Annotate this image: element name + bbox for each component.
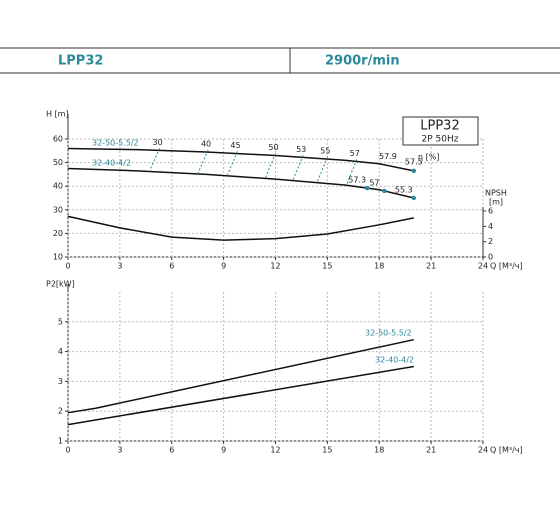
efficiency-value: 55.3 — [395, 186, 413, 195]
duty-point — [411, 195, 417, 201]
iso-efficiency — [316, 156, 328, 183]
efficiency-value: 57 — [350, 149, 360, 158]
curve — [67, 215, 414, 241]
y2-tick-label: 4 — [488, 222, 493, 231]
y-tick-label: 40 — [53, 182, 63, 191]
curve — [67, 365, 414, 426]
x-tick-label: 18 — [374, 446, 384, 455]
speed: 2900r/min — [325, 54, 400, 69]
iso-efficiency — [197, 149, 209, 175]
series-label: 32-40-4/2 — [92, 159, 131, 168]
efficiency-value: 53 — [296, 145, 306, 154]
curve — [67, 338, 414, 414]
duty-point — [382, 188, 387, 194]
y2-tick-label: 2 — [488, 237, 493, 246]
y-tick-label: 60 — [53, 135, 63, 144]
efficiency-value: 50 — [268, 143, 278, 152]
y-axis-label: H [m] — [46, 110, 69, 119]
iso-efficiency — [148, 148, 161, 172]
efficiency-value: 57.5 — [405, 157, 423, 166]
y2-axis-unit: [m] — [489, 198, 503, 207]
y-tick-label: 50 — [53, 158, 63, 167]
efficiency-label: η [%] — [418, 153, 439, 162]
x-tick-label: 0 — [65, 262, 70, 271]
curve — [67, 167, 415, 199]
box-subtitle: 2P 50Hz — [422, 135, 459, 145]
y-axis-label: P2[kW] — [46, 280, 75, 289]
x-tick-label: 9 — [221, 262, 226, 271]
x-tick-label: 21 — [426, 262, 436, 271]
y-tick-label: 10 — [53, 253, 63, 262]
x-tick-label: 0 — [65, 446, 70, 455]
iso-efficiency — [264, 153, 276, 179]
duty-point — [411, 168, 417, 174]
y2-tick-label: 6 — [488, 207, 493, 216]
iso-efficiency — [226, 151, 238, 177]
x-axis-label: Q [M³/ч] — [490, 446, 523, 455]
curve — [67, 147, 414, 172]
iso-efficiency — [345, 159, 358, 186]
x-tick-label: 15 — [322, 262, 332, 271]
y-tick-label: 20 — [53, 229, 63, 238]
x-tick-label: 9 — [221, 446, 226, 455]
x-tick-label: 24 — [478, 262, 488, 271]
x-tick-label: 21 — [426, 446, 436, 455]
model: LPP32 — [58, 54, 103, 69]
efficiency-value: 57.9 — [379, 152, 397, 161]
efficiency-value: 45 — [230, 141, 240, 150]
iso-efficiency — [292, 155, 304, 181]
duty-point — [364, 185, 370, 191]
efficiency-value: 57 — [369, 178, 379, 187]
y-tick-label: 30 — [53, 205, 63, 214]
y-tick-label: 1 — [58, 437, 63, 446]
x-tick-label: 24 — [478, 446, 488, 455]
y-tick-label: 3 — [58, 377, 63, 386]
x-tick-label: 12 — [270, 262, 280, 271]
x-tick-label: 15 — [322, 446, 332, 455]
x-tick-label: 18 — [374, 262, 384, 271]
x-tick-label: 12 — [270, 446, 280, 455]
series-label: 32-50-5.5/2 — [365, 329, 412, 338]
x-axis-label: Q [M³/ч] — [490, 262, 523, 271]
y-tick-label: 4 — [58, 347, 63, 356]
x-tick-label: 3 — [117, 446, 122, 455]
efficiency-value: 40 — [201, 140, 211, 149]
series-label: 32-40-4/2 — [375, 356, 414, 365]
y2-axis-label: NPSH — [485, 189, 507, 198]
y-tick-label: 5 — [58, 317, 63, 326]
efficiency-value: 55 — [320, 147, 330, 156]
x-tick-label: 3 — [117, 262, 122, 271]
box-title: LPP32 — [420, 119, 459, 134]
x-tick-label: 6 — [169, 262, 174, 271]
legend-box — [402, 116, 479, 146]
series-label: 32-50-5.5/2 — [92, 139, 139, 148]
efficiency-value: 57.3 — [348, 176, 366, 185]
efficiency-value: 30 — [153, 138, 163, 147]
y-tick-label: 2 — [58, 407, 63, 416]
y2-tick-label: 0 — [488, 253, 493, 262]
x-tick-label: 6 — [169, 446, 174, 455]
